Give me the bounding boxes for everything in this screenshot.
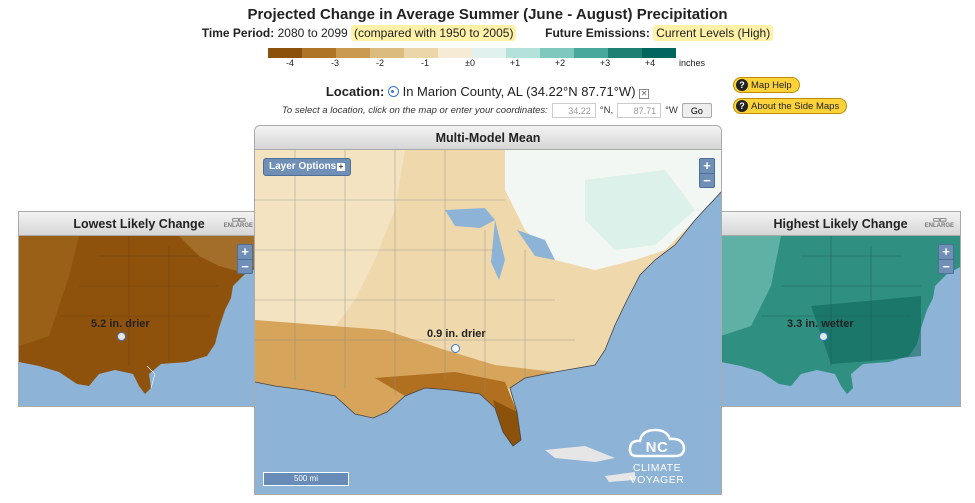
map-help-button[interactable]: ? Map Help — [733, 77, 800, 93]
map-help-label: Map Help — [751, 79, 792, 91]
lowest-change-map[interactable]: + − 5.2 in. drier — [19, 236, 259, 406]
question-icon: ? — [736, 79, 748, 91]
color-legend — [268, 48, 676, 58]
legend-tick-label: +3 — [599, 58, 611, 68]
legend-swatch — [268, 48, 302, 58]
legend-tick-label: -4 — [285, 58, 294, 68]
legend-tick-label: +2 — [554, 58, 566, 68]
zoom-out-button[interactable]: − — [238, 259, 252, 274]
legend-swatch — [574, 48, 608, 58]
zoom-in-button[interactable]: + — [942, 244, 950, 259]
highest-change-panel: Highest Likely Change ▭▭ ENLARGE + − 3.3… — [720, 211, 961, 407]
close-box-icon[interactable]: ✕ — [639, 89, 650, 99]
enlarge-icon[interactable]: ▭▭ ENLARGE — [223, 215, 253, 230]
zoom-out-button[interactable]: − — [700, 173, 714, 188]
cloud-logo-icon: NC — [628, 428, 686, 458]
legend-swatch — [336, 48, 370, 58]
enlarge-icon[interactable]: ▭▭ ENLARGE — [924, 215, 954, 230]
time-period-value[interactable]: 2080 to 2099 — [277, 26, 348, 40]
legend-swatch — [506, 48, 540, 58]
side-maps-help-button[interactable]: ? About the Side Maps — [733, 98, 848, 114]
legend-swatch — [302, 48, 336, 58]
legend-swatch — [370, 48, 404, 58]
lowest-change-value: 5.2 in. drier — [91, 318, 150, 330]
legend-tick-label: -2 — [375, 58, 384, 68]
zoom-controls: + − — [237, 244, 253, 274]
highest-change-title: Highest Likely Change — [721, 212, 960, 236]
legend-tick-label: ±0 — [465, 58, 475, 68]
legend-tick-label: -3 — [330, 58, 339, 68]
side-maps-help-label: About the Side Maps — [751, 100, 840, 112]
zoom-in-button[interactable]: + — [241, 244, 249, 259]
legend-swatch — [642, 48, 676, 58]
location-label: Location: — [325, 84, 385, 99]
go-button[interactable]: Go — [681, 103, 712, 118]
multi-model-mean-map[interactable]: Layer Options + + − 0.9 in. drier 500 mi… — [255, 150, 721, 494]
scenario-line: Time Period: 2080 to 2099 (compared with… — [0, 25, 975, 41]
location-text: In Marion County, AL (34.22°N 87.71°W) — [402, 84, 636, 99]
legend-swatch — [404, 48, 438, 58]
climate-voyager-logo: NC CLIMATE VOYAGER — [607, 424, 707, 486]
comparison-period[interactable]: (compared with 1950 to 2005) — [351, 25, 517, 41]
multi-model-mean-title: Multi-Model Mean — [255, 126, 721, 150]
location-marker — [819, 332, 828, 341]
multi-model-mean-panel: Multi-Model Mean Layer Options — [254, 125, 722, 495]
zoom-controls: + − — [938, 244, 954, 274]
lowest-change-panel: Lowest Likely Change ▭▭ ENLARGE + − 5.2 … — [18, 211, 260, 407]
highest-change-value: 3.3 in. wetter — [787, 318, 854, 330]
location-marker — [451, 344, 460, 353]
location-line: Location: In Marion County, AL (34.22°N … — [0, 84, 975, 99]
legend-units: inches — [679, 58, 706, 68]
legend-tick-label: -1 — [420, 58, 429, 68]
question-icon: ? — [736, 100, 748, 112]
multi-model-mean-value: 0.9 in. drier — [427, 328, 486, 340]
logo-text: CLIMATE VOYAGER — [629, 462, 685, 486]
legend-tick-label: +1 — [509, 58, 521, 68]
layer-options-label: Layer Options — [269, 161, 337, 172]
lowest-change-title: Lowest Likely Change — [19, 212, 259, 236]
expand-icon: + — [337, 162, 345, 171]
legend-tick-label: +4 — [644, 58, 656, 68]
latitude-input[interactable] — [551, 103, 596, 118]
legend-swatch — [472, 48, 506, 58]
scale-bar: 500 mi — [263, 472, 349, 486]
emissions-value[interactable]: Current Levels (High) — [653, 25, 774, 41]
location-marker — [117, 332, 126, 341]
longitude-unit: °W — [665, 105, 678, 116]
coordinate-entry: To select a location, click on the map o… — [282, 103, 712, 118]
latitude-unit: °N, — [599, 105, 614, 116]
zoom-out-button[interactable]: − — [939, 259, 953, 274]
zoom-in-button[interactable]: + — [703, 158, 711, 173]
legend-swatch — [540, 48, 574, 58]
layer-options-button[interactable]: Layer Options + — [263, 158, 351, 176]
highest-change-map[interactable]: + − 3.3 in. wetter — [721, 236, 960, 406]
emissions-label: Future Emissions: — [545, 26, 650, 40]
time-period-label: Time Period: — [201, 26, 275, 40]
coordinate-instructions: To select a location, click on the map o… — [282, 105, 548, 116]
legend-swatch — [438, 48, 472, 58]
longitude-input[interactable] — [617, 103, 662, 118]
legend-swatch — [608, 48, 642, 58]
zoom-controls: + − — [699, 158, 715, 188]
page-title: Projected Change in Average Summer (June… — [247, 6, 728, 23]
location-pin-icon — [387, 86, 399, 97]
logo-initials: NC — [646, 439, 669, 456]
